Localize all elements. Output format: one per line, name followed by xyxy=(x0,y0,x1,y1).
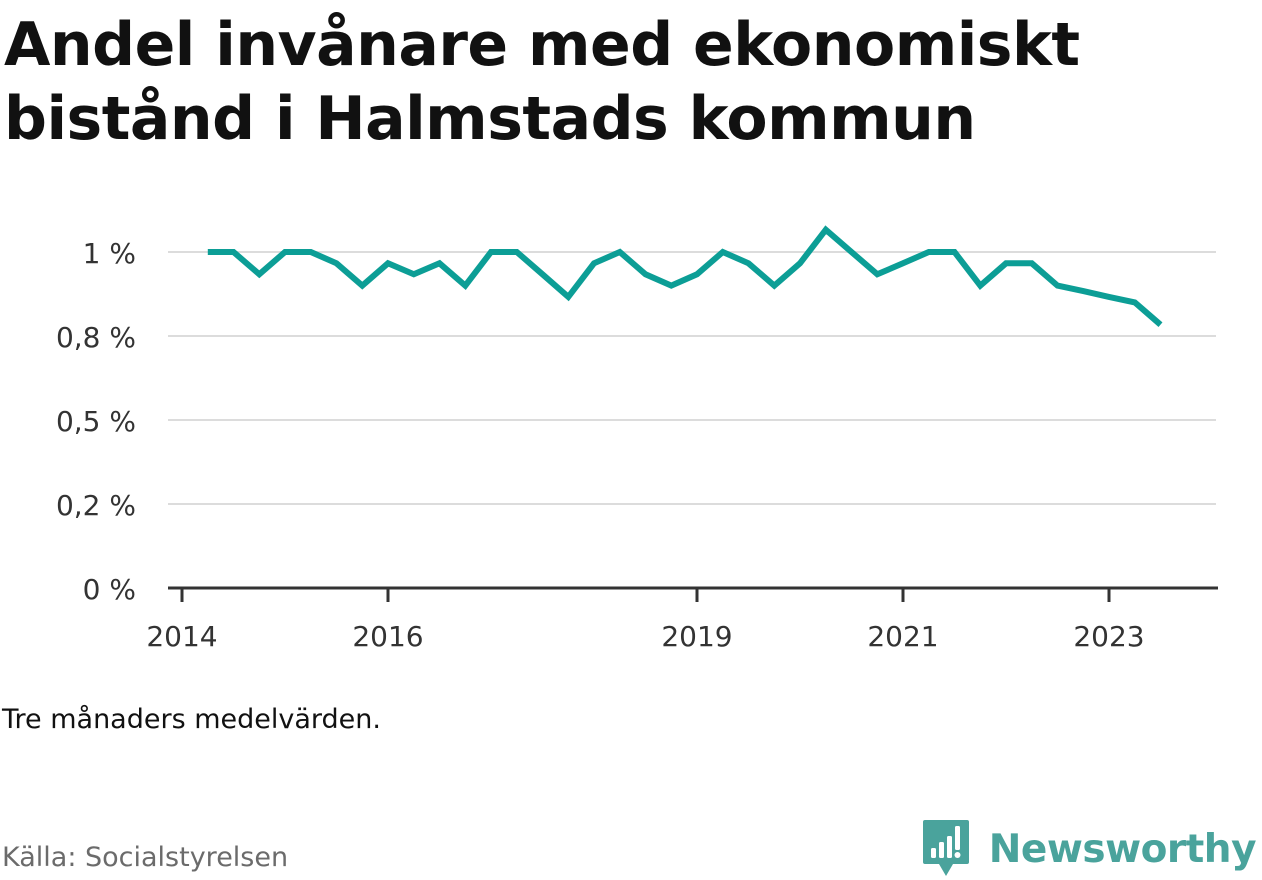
data-point xyxy=(1029,260,1035,266)
brand-logo[interactable]: Newsworthy xyxy=(921,818,1257,880)
data-point xyxy=(771,283,777,289)
data-point xyxy=(334,260,340,266)
data-point xyxy=(1158,322,1164,328)
data-point xyxy=(385,260,391,266)
data-point xyxy=(1132,299,1138,305)
data-point xyxy=(308,249,314,255)
data-point xyxy=(540,271,546,277)
x-tick-label: 2023 xyxy=(1073,620,1144,653)
x-tick-label: 2014 xyxy=(146,620,217,653)
chart-title: Andel invånare med ekonomiskt bistånd i … xyxy=(4,10,1080,154)
y-tick-label: 0 % xyxy=(83,573,136,606)
data-point xyxy=(668,283,674,289)
data-point xyxy=(643,271,649,277)
data-point xyxy=(823,227,829,233)
series-line xyxy=(207,225,1163,327)
data-point xyxy=(565,294,571,300)
data-point xyxy=(849,249,855,255)
data-point xyxy=(900,260,906,266)
data-point xyxy=(720,249,726,255)
data-point xyxy=(256,271,262,277)
chart-note: Tre månaders medelvärden. xyxy=(2,704,381,735)
series-group xyxy=(205,225,1164,328)
data-point xyxy=(797,260,803,266)
data-point xyxy=(694,271,700,277)
data-point xyxy=(591,260,597,266)
gridlines xyxy=(168,251,1216,505)
data-point xyxy=(488,249,494,255)
y-tick-label: 0,2 % xyxy=(56,489,136,522)
data-point xyxy=(952,249,958,255)
x-tick-label: 2016 xyxy=(352,620,423,653)
data-point xyxy=(205,249,211,255)
line-chart: 0 %0,2 %0,5 %0,8 %1 % 2014 2016 2019 2021 20… xyxy=(56,225,1218,653)
y-tick-label: 1 % xyxy=(83,237,136,270)
data-point xyxy=(1055,283,1061,289)
y-tick-label: 0,8 % xyxy=(56,321,136,354)
data-point xyxy=(746,260,752,266)
y-tick-label: 0,5 % xyxy=(56,405,136,438)
source-text: Källa: Socialstyrelsen xyxy=(2,842,289,873)
data-point xyxy=(514,249,520,255)
newsworthy-logo-icon xyxy=(922,820,969,876)
data-point xyxy=(874,271,880,277)
data-point xyxy=(617,249,623,255)
x-axis: 2014 2016 2019 2021 2023 xyxy=(146,586,1218,653)
brand-name: Newsworthy xyxy=(988,826,1257,872)
data-point xyxy=(231,249,237,255)
data-point xyxy=(437,260,443,266)
data-point xyxy=(411,271,417,277)
data-point xyxy=(462,283,468,289)
y-axis-ticks: 0 % 0,2 % 0,5 % 0,8 % 1 % xyxy=(56,237,136,606)
data-point xyxy=(1106,294,1112,300)
data-point xyxy=(977,283,983,289)
x-tick-label: 2021 xyxy=(867,620,938,653)
x-tick-label: 2019 xyxy=(661,620,732,653)
data-point xyxy=(1003,260,1009,266)
data-point xyxy=(282,249,288,255)
data-point xyxy=(1080,288,1086,294)
data-point xyxy=(926,249,932,255)
data-point xyxy=(359,283,365,289)
